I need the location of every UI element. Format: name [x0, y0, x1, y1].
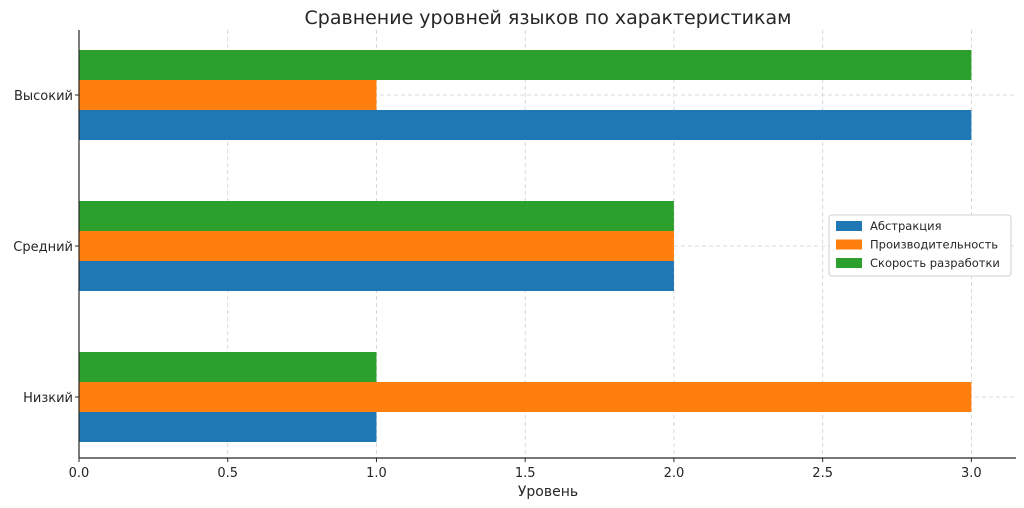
legend-swatch [836, 221, 862, 231]
x-tick-label: 3.0 [961, 466, 982, 481]
y-tick-label: Высокий [14, 89, 73, 104]
legend-label: Скорость разработки [870, 256, 1000, 270]
bar-2-3 [79, 80, 377, 110]
y-tick-label: Низкий [23, 391, 73, 406]
x-tick-label: 0.5 [217, 466, 238, 481]
bar-1-2 [79, 261, 674, 291]
bar-1-3 [79, 110, 972, 140]
legend-label: Абстракция [870, 219, 942, 233]
tick-labels: 0.0 0.5 1.0 1.5 2.0 2.5 3.0 Низкий Средний Высоки… [13, 89, 981, 481]
x-tick-label: 0.0 [69, 466, 90, 481]
y-tick-label: Средний [13, 240, 73, 255]
legend-label: Производительность [870, 238, 998, 252]
bars [79, 50, 972, 442]
legend-swatch [836, 258, 862, 268]
legend: Абстракция Производительность Скорость раз… [828, 214, 1012, 277]
bar-3-3 [79, 50, 972, 80]
x-tick-label: 2.0 [664, 466, 685, 481]
bar-3-2 [79, 201, 674, 231]
bar-3-1 [79, 352, 377, 382]
legend-frame [828, 214, 1012, 277]
x-tick-label: 1.0 [366, 466, 387, 481]
x-tick-label: 1.5 [515, 466, 536, 481]
legend-swatch [836, 239, 862, 250]
bar-1-1 [79, 412, 377, 442]
bar-2-2 [79, 231, 674, 261]
bar-2-1 [79, 382, 972, 412]
chart-title: Сравнение уровней языков по характеристи… [305, 7, 792, 29]
x-tick-label: 2.5 [812, 466, 833, 481]
x-axis-label: Уровень [518, 484, 578, 500]
